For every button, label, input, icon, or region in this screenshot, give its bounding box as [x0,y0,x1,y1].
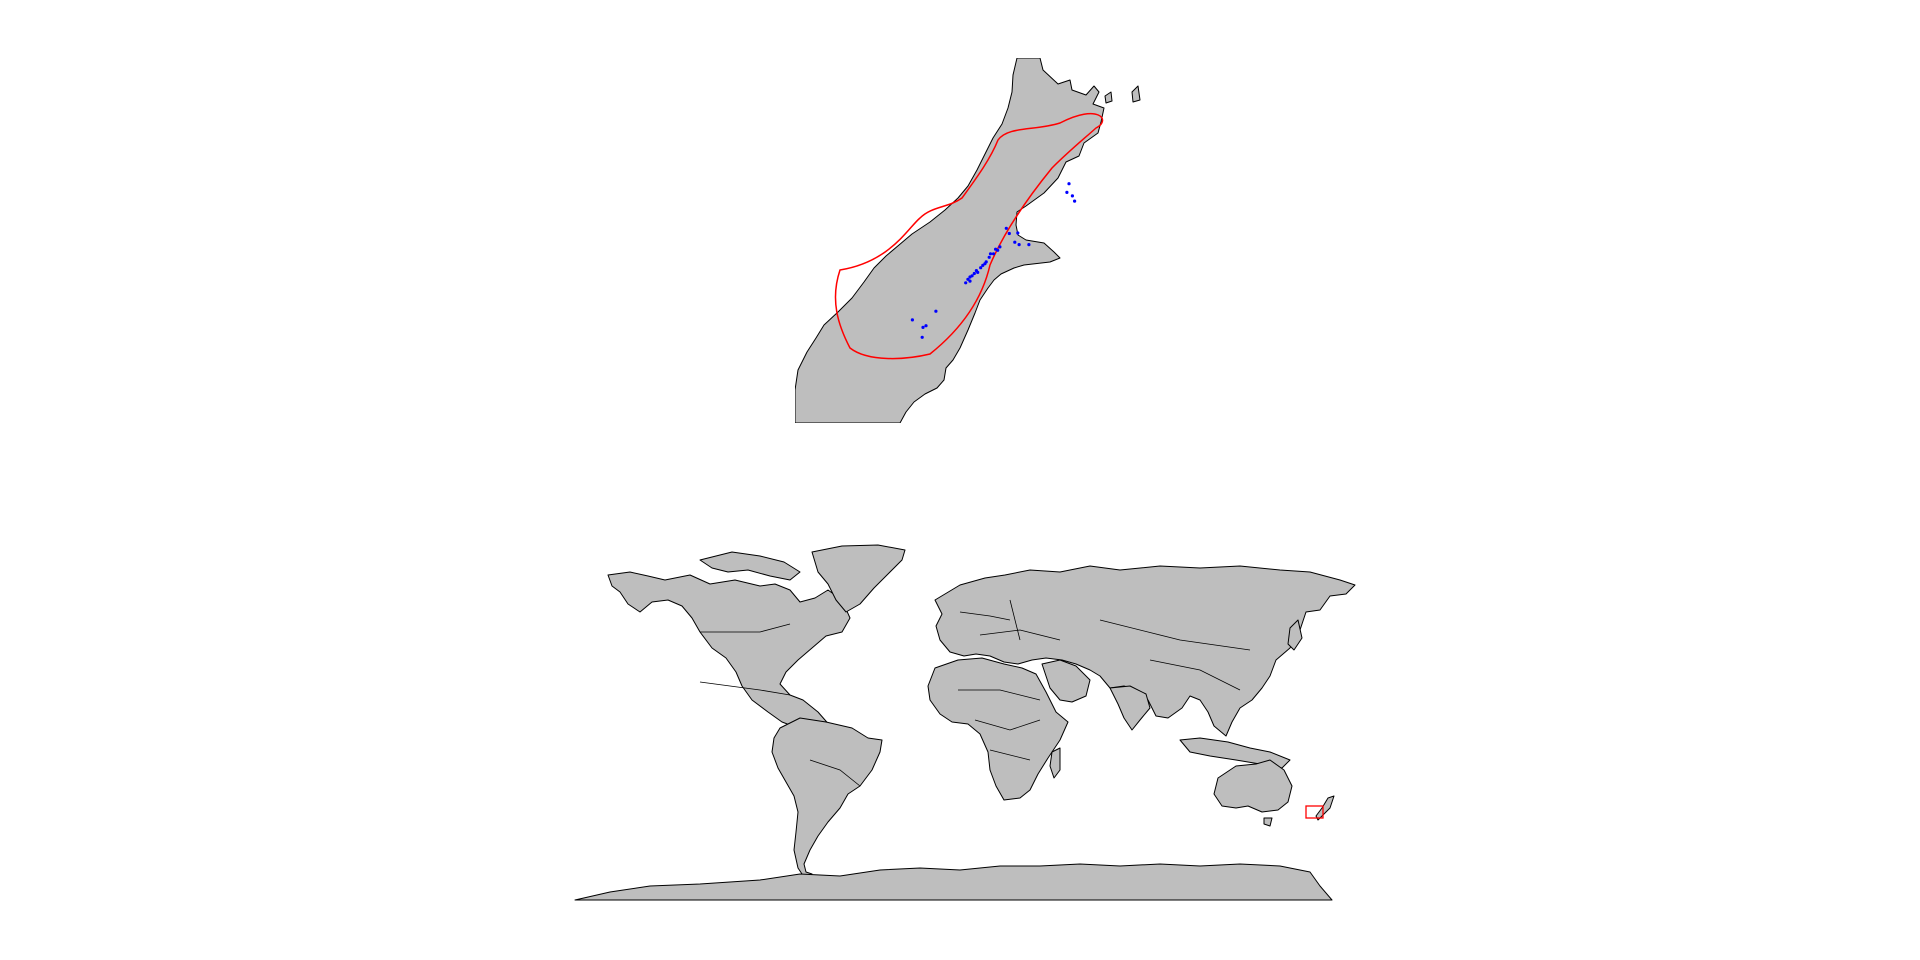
occurrence-point [968,279,972,283]
occurrence-point [1067,182,1071,186]
political-borders [699,599,1251,787]
north-america-landmass [607,571,851,753]
occurrence-point [991,252,996,256]
occurrence-point [987,255,991,259]
occurrence-point [976,270,980,274]
new-zealand-landmass [1315,795,1335,821]
occurrence-point [924,324,928,328]
occurrence-point [983,262,987,266]
madagascar-landmass [1049,747,1061,779]
occurrence-point [1027,243,1031,247]
occurrence-point [968,275,972,279]
occurrence-point [1017,243,1021,247]
antarctica-landmass [574,863,1333,901]
australia-landmass [1213,759,1293,813]
occurrence-point [972,271,976,276]
arctic-archipelago-landmass [699,551,801,581]
occurrence-point [921,325,925,329]
inset-extent-box [1305,805,1324,819]
occurrence-point [1073,199,1077,203]
occurrence-point [966,277,970,281]
eurasia-landmass [934,565,1356,737]
africa-landmass [927,657,1069,801]
world-overview-map [574,544,1356,901]
southeast-asia-islands-landmass [1179,737,1291,769]
tasmania-landmass [1263,817,1273,827]
occurrence-point [964,281,968,285]
greenland-landmass [811,544,906,613]
occurrence-point [994,247,998,251]
species-range-hull [834,112,1104,360]
south-island-landmass [795,58,1105,423]
occurrence-point [1013,240,1017,244]
occurrence-point [910,318,915,322]
occurrence-point [1016,231,1020,235]
indian-subcontinent-landmass [1109,685,1151,731]
occurrence-point [1007,231,1011,236]
inset-map-south-island [795,58,1141,423]
japan-landmass [1287,619,1303,651]
occurrence-point [934,309,938,313]
arabia-landmass [1041,659,1091,703]
occurrence-point [988,252,993,256]
south-america-landmass [771,717,883,881]
marlborough-sounds-islet [1104,91,1113,104]
occurrence-point [979,266,983,270]
occurrence-point [1004,226,1008,230]
occurrence-point [998,245,1002,249]
occurrence-points [910,182,1077,339]
occurrence-point [1070,194,1074,198]
occurrence-point [920,335,924,339]
occurrence-point [1065,190,1069,194]
cook-strait-islet [1131,85,1141,103]
